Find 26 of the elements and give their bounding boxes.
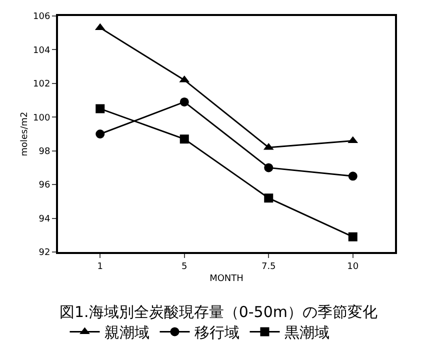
y-tick-label: 104: [33, 46, 50, 56]
x-tick-label: 10: [347, 262, 359, 272]
point: [180, 134, 189, 144]
x-tick-label: 7.5: [261, 262, 276, 272]
y-tick-label: 106: [33, 12, 50, 22]
legend-label: 黒潮域: [284, 324, 330, 342]
x-tick-label: 5: [182, 262, 188, 272]
y-tick-label: 94: [38, 214, 50, 224]
point: [96, 130, 105, 138]
point: [348, 232, 358, 242]
text: 図1.海域別全炭酸現存量（0-50m）の季節変化: [60, 302, 378, 321]
point: [264, 194, 274, 203]
point: [348, 172, 358, 181]
y-tick-label: 92: [38, 248, 50, 258]
y-axis-title: moles/m2: [20, 112, 30, 156]
legend-label: 移行域: [194, 324, 240, 342]
y-tick-label: 100: [33, 113, 50, 124]
y-tick-label: 98: [38, 147, 50, 158]
point: [180, 97, 189, 106]
legend-label: 親潮域: [104, 324, 150, 342]
point: [96, 104, 105, 114]
y-tick-label: 96: [38, 180, 50, 191]
y-tick-label: 102: [33, 80, 50, 90]
x-tick-label: 1: [97, 262, 103, 272]
point: [264, 163, 274, 172]
x-axis-title: MONTH: [210, 274, 244, 284]
